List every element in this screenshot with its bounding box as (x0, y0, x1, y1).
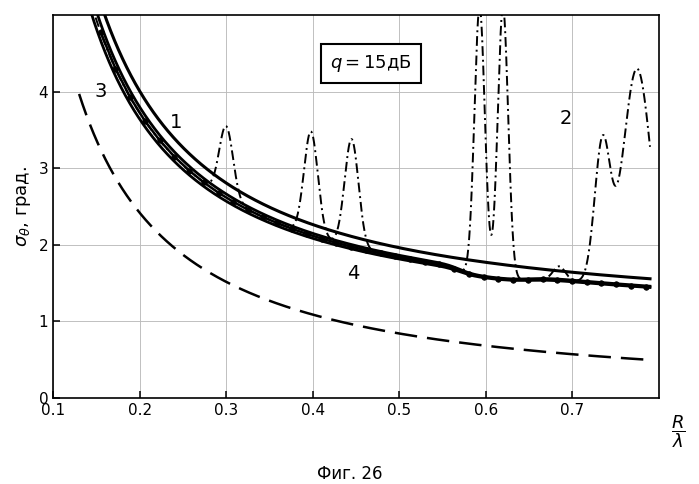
Text: 1: 1 (170, 113, 182, 132)
Y-axis label: $\sigma_{\theta}$, град.: $\sigma_{\theta}$, град. (15, 166, 33, 247)
Text: $\dfrac{R}{\lambda}$: $\dfrac{R}{\lambda}$ (671, 413, 685, 450)
Text: $q = 15$дБ: $q = 15$дБ (330, 53, 412, 75)
Text: 3: 3 (94, 82, 107, 101)
Text: 2: 2 (559, 109, 572, 128)
Text: Фиг. 26: Фиг. 26 (317, 465, 382, 483)
Text: 4: 4 (347, 264, 360, 284)
